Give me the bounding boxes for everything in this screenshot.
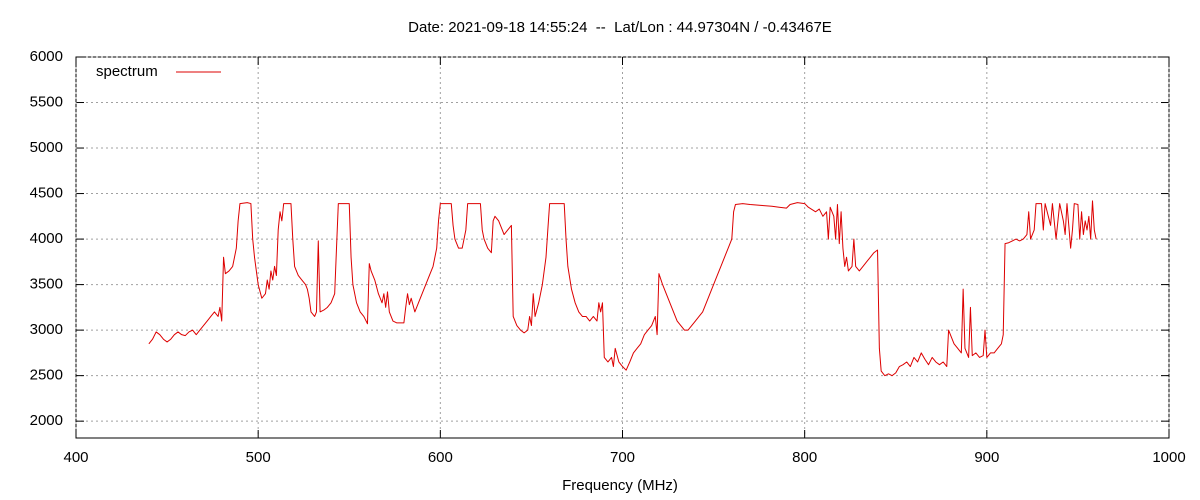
y-tick-label: 2000: [30, 412, 63, 429]
x-tick-label: 900: [974, 449, 999, 466]
y-tick-label: 5000: [30, 139, 63, 156]
y-tick-label: 4000: [30, 230, 63, 247]
y-tick-label: 3500: [30, 276, 63, 293]
y-tick-label: 4500: [30, 185, 63, 202]
x-tick-label: 600: [428, 449, 453, 466]
x-tick-label: 700: [610, 449, 635, 466]
x-tick-label: 400: [63, 449, 88, 466]
y-tick-label: 3000: [30, 321, 63, 338]
chart-title: Date: 2021-09-18 14:55:24 -- Lat/Lon : 4…: [408, 19, 832, 36]
x-tick-label: 500: [246, 449, 271, 466]
legend-label: spectrum: [96, 63, 158, 80]
series-line: [148, 200, 1097, 377]
x-tick-label: 1000: [1152, 449, 1185, 466]
x-tick-label: 800: [792, 449, 817, 466]
x-axis-label: Frequency (MHz): [562, 477, 678, 494]
y-tick-label: 6000: [30, 48, 63, 65]
y-tick-label: 2500: [30, 367, 63, 384]
y-tick-label: 5500: [30, 93, 63, 110]
